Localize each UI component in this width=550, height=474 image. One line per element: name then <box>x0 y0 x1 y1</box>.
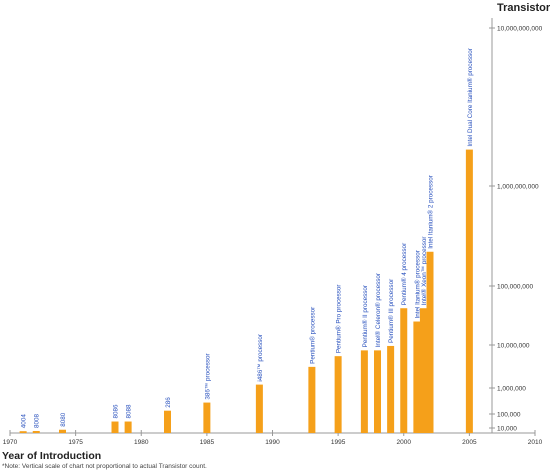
bar-10 <box>360 350 368 433</box>
bar-6 <box>203 402 211 433</box>
bar-label-13: Pentium® 4 processor <box>400 243 408 305</box>
bar-label-12: Pentium® III processor <box>387 279 395 343</box>
y-tick-label: 10,000 <box>497 426 517 433</box>
bar-label-4: 8088 <box>126 404 133 419</box>
bar-label-17: Intel Dual Core Itanium® processor <box>466 48 474 146</box>
bar-4 <box>124 421 132 433</box>
y-tick-label: 10,000,000,000 <box>497 26 543 33</box>
bar-label-10: Pentium® II processor <box>361 285 369 347</box>
x-axis-title: Year of Introduction <box>2 450 102 462</box>
y-tick-label: 1,000,000,000 <box>497 184 539 191</box>
bar-3 <box>111 421 119 433</box>
bar-5 <box>164 410 171 433</box>
bar-17 <box>465 149 473 434</box>
bar-11 <box>374 350 381 433</box>
x-tick-label-2005: 2005 <box>462 439 477 446</box>
bar-label-11: Intel® Celeron® processor <box>374 273 382 347</box>
x-tick-label-1980: 1980 <box>134 439 149 446</box>
bar-label-14: Intel Itanium® processor <box>413 250 421 318</box>
x-tick-label-1975: 1975 <box>68 439 83 446</box>
y-tick-label: 1,000,000 <box>497 386 526 393</box>
y-tick-label: 100,000 <box>497 412 521 419</box>
x-tick-label-1970: 1970 <box>3 439 18 446</box>
bar-label-1: 8008 <box>34 414 41 429</box>
bar-label-2: 8080 <box>60 412 67 427</box>
bar-16 <box>426 251 434 433</box>
bar-label-8: Pentium® processor <box>308 307 316 364</box>
chart-footnote: *Note: Vertical scale of chart not propo… <box>2 463 207 470</box>
bar-2 <box>59 429 66 433</box>
x-tick-label-1990: 1990 <box>265 439 280 446</box>
bar-8 <box>308 366 316 433</box>
bar-9 <box>334 356 342 433</box>
y-tick-label: 10,000,000 <box>497 343 530 350</box>
bar-label-16: Intel Itanium® 2 processor <box>427 175 435 249</box>
bar-label-5: 286 <box>165 397 172 408</box>
bar-label-9: Pentium® Pro processor <box>335 284 343 353</box>
bar-7 <box>255 384 263 433</box>
bar-label-7: i486™ processor <box>257 334 264 382</box>
bar-label-6: 386™ processor <box>204 353 211 399</box>
bar-label-0: 4004 <box>21 414 28 429</box>
bar-15 <box>419 308 427 433</box>
x-tick-label-2000: 2000 <box>397 439 412 446</box>
bar-label-3: 8086 <box>113 404 120 419</box>
bar-14 <box>413 321 421 433</box>
bar-13 <box>400 308 408 433</box>
x-tick-label-1995: 1995 <box>331 439 346 446</box>
y-axis-title: Transistors* <box>497 2 550 14</box>
bar-1 <box>32 431 40 433</box>
y-tick-label: 100,000,000 <box>497 284 534 291</box>
bar-12 <box>387 345 395 433</box>
x-tick-label-1985: 1985 <box>200 439 215 446</box>
x-tick-label-2010: 2010 <box>528 439 543 446</box>
bar-label-15: Intel® Xeon™ processor <box>420 237 428 306</box>
bar-0 <box>19 431 27 433</box>
